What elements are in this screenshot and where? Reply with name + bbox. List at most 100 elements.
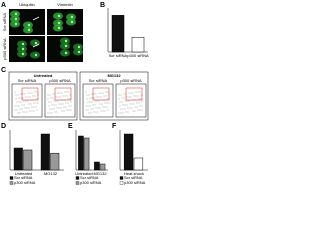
event	[124, 100, 126, 102]
gate	[21, 87, 39, 101]
plot-label: Scr siRNA	[89, 78, 108, 83]
event	[138, 98, 140, 100]
aggregate	[14, 22, 18, 26]
bar	[133, 157, 144, 171]
event	[141, 101, 143, 103]
event	[36, 109, 38, 111]
legend-label: Scr siRNA	[14, 175, 33, 180]
event	[122, 108, 124, 110]
event	[106, 98, 108, 100]
event	[61, 92, 63, 94]
event	[53, 100, 55, 102]
event	[33, 102, 35, 104]
event	[95, 107, 97, 109]
event	[120, 94, 122, 96]
bar	[123, 133, 134, 171]
plot-frame	[115, 83, 147, 118]
plot-frame	[82, 83, 114, 118]
event	[62, 103, 64, 105]
aggregate	[21, 42, 25, 46]
event	[34, 95, 36, 97]
event	[57, 92, 59, 94]
event	[70, 105, 72, 107]
event	[86, 98, 88, 100]
event	[102, 92, 104, 94]
event	[31, 110, 33, 112]
event	[128, 92, 130, 94]
aggregate	[77, 45, 81, 49]
event	[67, 98, 69, 100]
event	[25, 96, 27, 98]
event	[133, 103, 135, 105]
panel-label: D	[1, 123, 6, 130]
event	[32, 95, 34, 97]
event	[66, 95, 68, 97]
x-tick-label: MG132	[44, 171, 58, 176]
event	[85, 91, 87, 93]
event	[137, 91, 139, 93]
event	[92, 104, 94, 106]
row-label: p300 siRNA	[2, 38, 7, 60]
legend-label: p300 siRNA	[124, 180, 146, 185]
event	[130, 96, 132, 98]
event	[64, 95, 66, 97]
event	[130, 92, 132, 94]
panel-label: E	[68, 123, 73, 130]
event	[141, 109, 143, 111]
event	[96, 100, 98, 102]
event	[57, 100, 59, 102]
event	[100, 96, 102, 98]
event	[139, 91, 141, 93]
event	[50, 97, 52, 99]
event	[52, 97, 54, 99]
event	[29, 92, 31, 94]
event	[37, 102, 39, 104]
event	[68, 109, 70, 111]
event	[15, 94, 17, 96]
event	[138, 102, 140, 104]
event	[30, 103, 32, 105]
event	[28, 107, 30, 109]
legend-label: Scr siRNA	[124, 175, 143, 180]
event	[123, 97, 125, 99]
aggregate	[64, 39, 68, 43]
x-tick-label: Untreated	[75, 171, 93, 176]
event	[16, 105, 18, 107]
event	[126, 96, 128, 98]
event	[136, 102, 138, 104]
event	[34, 91, 36, 93]
plot-label: Scr siRNA	[18, 78, 37, 83]
event	[62, 95, 64, 97]
event	[22, 111, 24, 113]
event	[17, 94, 19, 96]
event	[96, 96, 98, 98]
x-tick-label: Heat shock	[124, 171, 144, 176]
event	[135, 95, 137, 97]
event	[105, 91, 107, 93]
event	[68, 105, 70, 107]
bar	[99, 163, 106, 171]
event	[55, 100, 57, 102]
event	[129, 103, 131, 105]
event	[123, 93, 125, 95]
event	[127, 107, 129, 109]
event	[51, 112, 53, 114]
x-tick-label: Untreated	[15, 171, 33, 176]
event	[53, 104, 55, 106]
event	[124, 104, 126, 106]
event	[120, 112, 122, 114]
event	[104, 110, 106, 112]
event	[33, 110, 35, 112]
event	[98, 100, 100, 102]
event	[58, 103, 60, 105]
event	[16, 109, 18, 111]
event	[60, 107, 62, 109]
event	[132, 92, 134, 94]
event	[21, 108, 23, 110]
event	[67, 102, 69, 104]
event	[118, 112, 120, 114]
event	[70, 109, 72, 111]
event	[106, 102, 108, 104]
aggregate	[21, 47, 25, 51]
